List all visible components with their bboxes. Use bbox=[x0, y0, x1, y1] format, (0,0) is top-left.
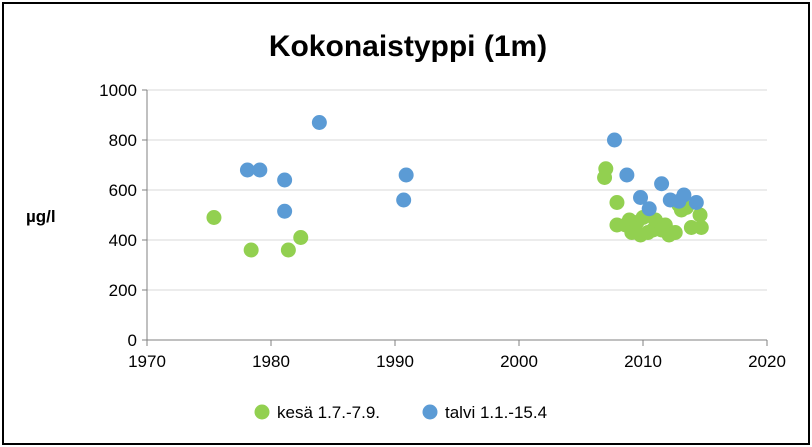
talvi-data-point bbox=[606, 132, 622, 148]
talvi-data-point bbox=[252, 162, 268, 178]
talvi-data-point bbox=[398, 167, 414, 183]
y-axis-label: µg/l bbox=[26, 207, 56, 226]
chart-title: Kokonaistyppi (1m) bbox=[269, 30, 547, 63]
talvi-legend-label: talvi 1.1.-15.4 bbox=[445, 403, 547, 422]
kesa-legend-label: kesä 1.7.-7.9. bbox=[277, 403, 380, 422]
chart-svg: Kokonaistyppi (1m) µg/l 0 200 400 600 800 100… bbox=[26, 30, 786, 422]
y-tick-label: 0 bbox=[128, 331, 137, 350]
talvi-legend-marker bbox=[422, 404, 438, 420]
points-layer bbox=[206, 115, 709, 258]
y-tick-label: 400 bbox=[109, 231, 137, 250]
kesa-legend-marker bbox=[254, 404, 270, 420]
talvi-data-point bbox=[633, 190, 649, 205]
kesa-data-point bbox=[609, 195, 625, 210]
talvi-data-point bbox=[277, 172, 293, 188]
x-tick-label: 2010 bbox=[624, 352, 662, 371]
x-tick-label: 2000 bbox=[500, 352, 538, 371]
y-tick-label: 600 bbox=[109, 181, 137, 200]
ticks-layer: 0 200 400 600 800 1000 1970 1980 1990 2000 2010 202… bbox=[99, 81, 786, 371]
kesa-data-point bbox=[243, 242, 259, 258]
kesa-data-point bbox=[293, 230, 309, 245]
talvi-data-point bbox=[641, 201, 657, 217]
y-tick-label: 1000 bbox=[99, 81, 137, 100]
legend: kesä 1.7.-7.9. talvi 1.1.-15.4 bbox=[254, 403, 547, 422]
kesa-data-point bbox=[206, 210, 222, 225]
y-tick-label: 200 bbox=[109, 281, 137, 300]
y-tick-label: 800 bbox=[109, 131, 137, 150]
x-tick-label: 1970 bbox=[128, 352, 166, 371]
talvi-data-point bbox=[688, 195, 704, 210]
talvi-data-point bbox=[311, 115, 327, 130]
talvi-data-point bbox=[676, 187, 692, 203]
x-tick-label: 1990 bbox=[376, 352, 414, 371]
talvi-data-point bbox=[619, 167, 635, 183]
kesa-data-point bbox=[692, 207, 708, 223]
talvi-data-point bbox=[654, 176, 670, 192]
axes-layer bbox=[142, 89, 768, 346]
x-tick-label: 2020 bbox=[748, 352, 786, 371]
grid-layer bbox=[147, 89, 767, 291]
x-tick-label: 1980 bbox=[252, 352, 290, 371]
kesa-data-point bbox=[667, 225, 683, 240]
kesa-data-point bbox=[280, 242, 296, 258]
talvi-data-point bbox=[277, 203, 293, 219]
kesa-data-point bbox=[693, 220, 709, 235]
kesa-data-point bbox=[598, 161, 614, 177]
talvi-data-point bbox=[396, 192, 412, 208]
talvi-data-point bbox=[239, 162, 255, 178]
